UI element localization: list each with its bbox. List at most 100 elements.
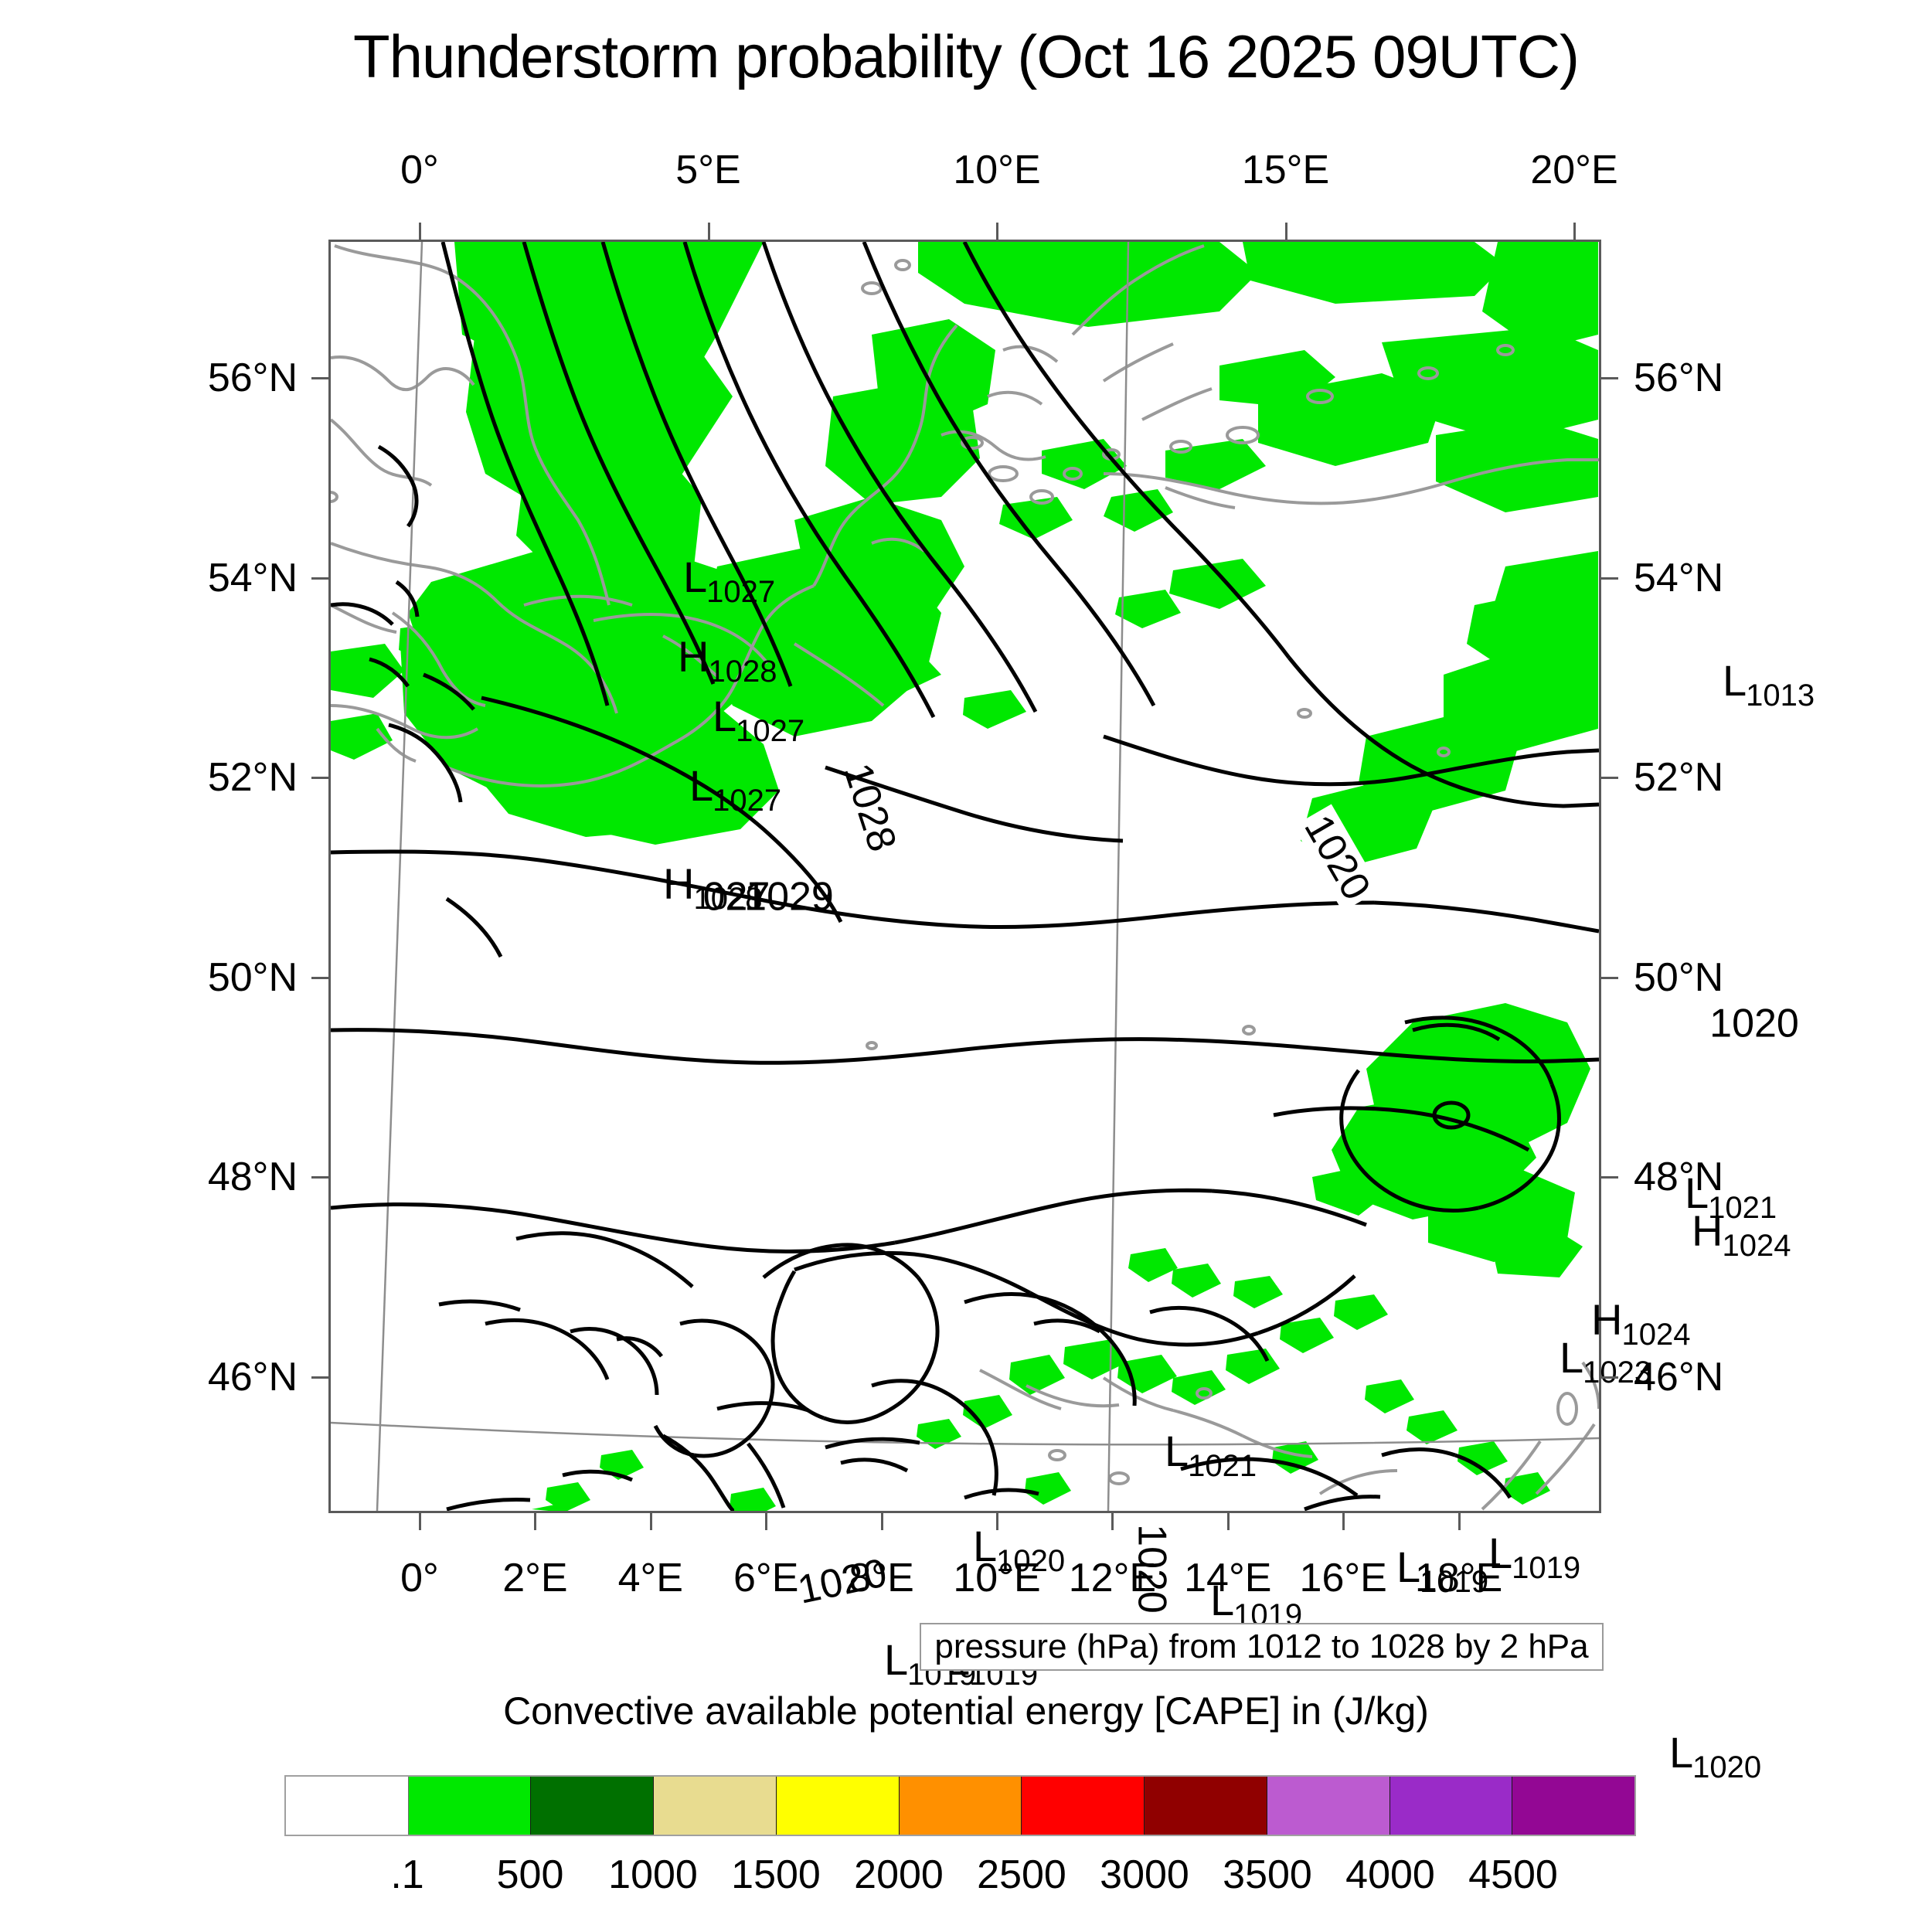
colorbar-tick-label: 4000 (1345, 1852, 1435, 1897)
colorbar-swatch[interactable] (776, 1777, 900, 1835)
low-pressure-marker: L1027 (689, 764, 782, 817)
pressure-value: 1013 (1746, 679, 1815, 713)
coastline-layer (331, 244, 1599, 1511)
lon-tick-label-top: 0° (400, 148, 439, 192)
lat-tick-label-left: 54°N (207, 555, 298, 600)
lon-tick-label-top: 20°E (1530, 148, 1618, 192)
high-pressure-marker: H1024 (1692, 1206, 1791, 1262)
colorbar-swatch[interactable] (1389, 1777, 1513, 1835)
lat-tick-label-left: 48°N (207, 1155, 298, 1200)
lat-tick-label-right: 50°N (1634, 954, 1724, 1000)
colorbar-tick-labels: .1 500 1000 1500 2000 2500 3000 3500 4000 4500 (284, 1852, 1636, 1898)
lon-tick-label-bottom: 10°E (953, 1556, 1041, 1600)
pressure-type-letter: H (1692, 1206, 1723, 1255)
colorbar-tick-label: 500 (496, 1852, 564, 1897)
lon-tick-label-bottom: 6°E (733, 1556, 799, 1600)
low-pressure-marker: L1027 (683, 553, 776, 608)
pressure-value: 1019 (1512, 1551, 1581, 1585)
pressure-value: 1028 (693, 882, 763, 916)
colorbar-swatch[interactable] (654, 1777, 777, 1835)
colorbar-swatch[interactable] (531, 1777, 655, 1835)
contour-value-label: 1029 (744, 874, 834, 920)
pressure-type-letter: L (683, 553, 708, 601)
lon-tick-bottom (534, 1513, 537, 1530)
pressure-type-letter: H (678, 632, 709, 681)
colorbar-title: Convective available potential energy [C… (503, 1689, 1429, 1733)
lon-tick-top (419, 223, 421, 240)
pressure-type-letter: L (1685, 1168, 1709, 1217)
page-title: Thunderstorm probability (Oct 16 2025 09… (352, 22, 1580, 90)
lat-tick-label-right: 54°N (1634, 555, 1724, 600)
colorbar-swatch[interactable] (899, 1777, 1022, 1835)
low-pressure-marker: L1021 (1685, 1172, 1777, 1224)
lon-tick-label-top: 5°E (675, 148, 741, 192)
lon-tick-top (996, 223, 998, 240)
high-pressure-marker: H1028 (663, 859, 763, 915)
pressure-type-letter: L (973, 1522, 998, 1570)
colorbar-swatch[interactable] (1145, 1777, 1267, 1835)
lon-tick-label-bottom: 12°E (1068, 1556, 1157, 1600)
pressure-value: 1024 (1621, 1318, 1691, 1352)
lat-tick-label-right: 56°N (1634, 355, 1724, 400)
low-pressure-marker: L1021 (1165, 1430, 1257, 1482)
pressure-type-letter: L (1560, 1333, 1584, 1382)
colorbar-tick-label: 1000 (608, 1852, 698, 1897)
graticule-layer (331, 242, 1599, 1511)
pressure-type-letter: H (1591, 1295, 1623, 1344)
colorbar-swatch[interactable] (1267, 1777, 1390, 1835)
pressure-value: 1020 (1692, 1750, 1762, 1784)
map-canvas (331, 242, 1599, 1511)
colorbar-tick-label: 2500 (977, 1852, 1066, 1897)
lat-tick-left (311, 777, 328, 780)
lat-tick-right (1601, 577, 1618, 580)
colorbar[interactable] (284, 1775, 1636, 1836)
colorbar-swatch[interactable] (286, 1777, 409, 1835)
low-pressure-marker: L1019 (1488, 1532, 1581, 1584)
pressure-legend-text: pressure (hPa) from 1012 to 1028 by 2 hP… (934, 1628, 1589, 1665)
lon-tick-top (1284, 223, 1287, 240)
lat-tick-label-right: 46°N (1634, 1355, 1724, 1400)
colorbar-swatch[interactable] (1512, 1777, 1635, 1835)
lon-tick-top (707, 223, 710, 240)
lon-tick-label-bottom: 2°E (502, 1556, 568, 1600)
lat-tick-label-left: 46°N (207, 1355, 298, 1400)
pressure-type-letter: L (1669, 1728, 1694, 1777)
low-pressure-marker: L1019 (1396, 1543, 1489, 1598)
lon-tick-label-top: 10°E (953, 148, 1041, 192)
lat-tick-label-left: 50°N (207, 954, 298, 1000)
lon-tick-bottom (1226, 1513, 1230, 1530)
colorbar-swatch[interactable] (1022, 1777, 1145, 1835)
lat-tick-label-left: 56°N (207, 355, 298, 400)
pressure-type-letter: H (663, 859, 695, 908)
lon-tick-label-bottom: 4°E (617, 1556, 683, 1600)
colorbar-tick-label: .1 (390, 1852, 424, 1897)
colorbar-swatch[interactable] (408, 1777, 532, 1835)
map-plot-area[interactable] (328, 240, 1601, 1513)
colorbar-tick-label: 3500 (1223, 1852, 1312, 1897)
pressure-legend-box: pressure (hPa) from 1012 to 1028 by 2 hP… (920, 1623, 1604, 1671)
pressure-type-letter: L (884, 1635, 909, 1684)
low-pressure-marker: L1020 (1669, 1728, 1762, 1784)
lat-tick-right (1601, 1176, 1618, 1179)
lon-tick-label-bottom: 8°E (849, 1556, 914, 1600)
low-pressure-marker: L1023 (1560, 1333, 1652, 1389)
low-pressure-marker: L1027 (713, 695, 805, 747)
low-pressure-marker: L1013 (1723, 659, 1815, 712)
pressure-value: 1024 (1722, 1229, 1791, 1263)
lon-tick-label-bottom: 0° (400, 1556, 439, 1600)
lon-tick-bottom (1342, 1513, 1345, 1530)
isobar-layer (331, 242, 1599, 1511)
pressure-type-letter: L (1396, 1543, 1421, 1591)
low-pressure-marker: L1020 (973, 1522, 1066, 1577)
pressure-value: 1028 (708, 655, 777, 689)
lat-tick-right (1601, 377, 1618, 379)
lon-tick-bottom (1111, 1513, 1114, 1530)
colorbar-tick-label: 4500 (1468, 1852, 1558, 1897)
contour-value-label: 1020 (1705, 1002, 1804, 1046)
lat-tick-label-right: 48°N (1634, 1155, 1724, 1200)
high-pressure-marker: H1028 (678, 632, 777, 688)
contour-value-label: 027 (702, 874, 770, 920)
pressure-value: 1027 (713, 784, 782, 818)
pressure-value: 1027 (706, 575, 776, 609)
